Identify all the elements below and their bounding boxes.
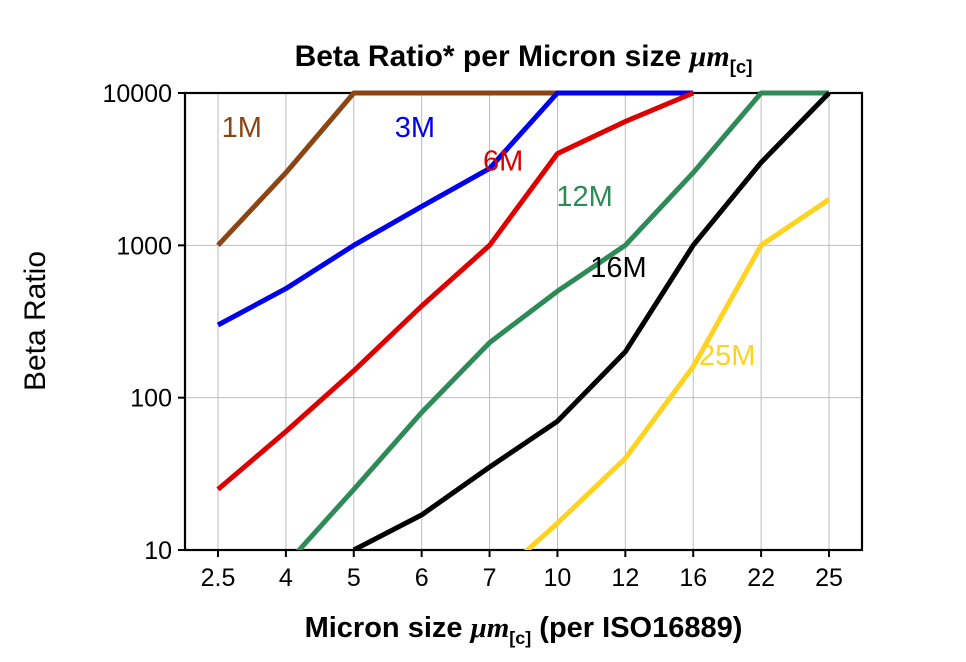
x-tick-label: 25	[815, 564, 843, 592]
x-tick-label: 2.5	[201, 564, 236, 592]
x-axis-title: Micron size μm[c] (per ISO16889)	[185, 612, 862, 649]
x-axis-title-text: Micron size	[304, 612, 471, 644]
chart-title: Beta Ratio* per Micron size μm[c]	[185, 40, 862, 78]
x-tick-label: 7	[483, 564, 497, 592]
y-tick-label: 100	[130, 385, 172, 413]
x-axis-title-suffix: (per ISO16889)	[531, 612, 743, 644]
x-tick-label: 6	[415, 564, 429, 592]
x-axis-title-subscript: [c]	[509, 627, 532, 648]
x-tick-label: 5	[347, 564, 361, 592]
series-line-25M	[523, 197, 831, 550]
x-tick-label: 16	[679, 564, 707, 592]
y-tick-label: 10	[144, 537, 172, 565]
y-tick-label: 1000	[116, 232, 172, 260]
series-label-3M: 3M	[395, 112, 435, 144]
series-label-12M: 12M	[556, 181, 612, 213]
series-line-3M	[216, 90, 694, 328]
x-tick-label: 12	[611, 564, 639, 592]
series-line-16M	[352, 91, 831, 550]
chart-title-mu: μm	[689, 40, 730, 73]
x-tick-label: 10	[544, 564, 572, 592]
chart-title-text: Beta Ratio* per Micron size	[294, 40, 690, 73]
series-label-16M: 16M	[590, 252, 646, 284]
series-line-1M	[216, 90, 558, 248]
x-tick-label: 4	[279, 564, 293, 592]
y-tick-label: 10000	[102, 80, 172, 108]
series-group	[216, 90, 831, 550]
x-tick-label: 22	[747, 564, 775, 592]
series-label-1M: 1M	[222, 112, 262, 144]
x-axis-title-mu: μm	[470, 612, 510, 644]
chart-title-subscript: [c]	[729, 56, 753, 77]
series-line-6M	[216, 90, 695, 492]
series-label-6M: 6M	[483, 146, 523, 178]
series-label-25M: 25M	[699, 340, 755, 372]
series-line-12M	[295, 90, 829, 550]
